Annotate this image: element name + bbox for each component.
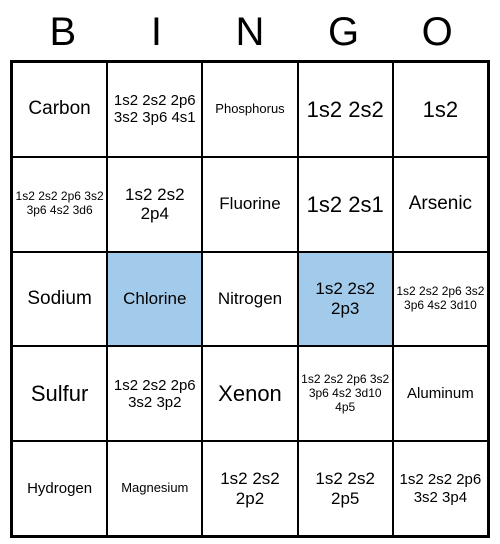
header-letter-n: N [203, 10, 297, 55]
bingo-cell-text: Fluorine [219, 194, 280, 214]
bingo-cell[interactable]: 1s2 2s2 2p2 [202, 441, 297, 536]
bingo-cell[interactable]: 1s2 2s2 2p6 3s2 3p6 4s2 3d10 [393, 252, 488, 347]
header-letter-g: G [297, 10, 391, 55]
bingo-cell-text: Carbon [28, 98, 90, 120]
bingo-cell-text: Sodium [27, 288, 91, 310]
bingo-cell[interactable]: 1s2 2s2 2p6 3s2 3p6 4s2 3d10 4p5 [298, 346, 393, 441]
header-letter-o: O [390, 10, 484, 55]
bingo-cell[interactable]: 1s2 2s2 2p4 [107, 157, 202, 252]
bingo-cell-text: 1s2 2s2 2p6 3s2 3p6 4s2 3d6 [15, 190, 104, 218]
bingo-cell[interactable]: Aluminum [393, 346, 488, 441]
bingo-cell[interactable]: Chlorine [107, 252, 202, 347]
bingo-cell[interactable]: 1s2 2s2 2p3 [298, 252, 393, 347]
bingo-cell-text: Aluminum [407, 385, 474, 402]
bingo-cell-text: Magnesium [121, 481, 188, 496]
bingo-card: B I N G O Carbon 1s2 2s2 2p6 3s2 3p6 4s1 P… [10, 0, 490, 538]
bingo-cell-text: 1s2 2s2 2p6 3s2 3p6 4s1 [110, 92, 199, 127]
bingo-cell[interactable]: Xenon [202, 346, 297, 441]
bingo-cell-text: Xenon [218, 381, 282, 406]
bingo-cell[interactable]: Fluorine [202, 157, 297, 252]
bingo-header-row: B I N G O [10, 4, 490, 60]
header-letter-i: I [110, 10, 204, 55]
bingo-cell-text: Arsenic [409, 193, 472, 215]
bingo-cell[interactable]: 1s2 [393, 62, 488, 157]
bingo-cell[interactable]: 1s2 2s2 2p6 3s2 3p2 [107, 346, 202, 441]
bingo-cell-text: 1s2 2s2 2p6 3s2 3p4 [396, 471, 485, 506]
bingo-cell-text: 1s2 2s2 2p3 [301, 279, 390, 318]
bingo-cell[interactable]: 1s2 2s2 2p6 3s2 3p4 [393, 441, 488, 536]
bingo-cell[interactable]: Arsenic [393, 157, 488, 252]
bingo-cell[interactable]: 1s2 2s2 [298, 62, 393, 157]
bingo-cell-text: 1s2 2s2 2p6 3s2 3p2 [110, 377, 199, 412]
bingo-cell-text: 1s2 2s2 2p5 [301, 469, 390, 508]
bingo-cell-text: Phosphorus [215, 102, 284, 117]
bingo-grid: Carbon 1s2 2s2 2p6 3s2 3p6 4s1 Phosphorus 1… [10, 60, 490, 538]
header-letter-b: B [16, 10, 110, 55]
bingo-cell[interactable]: Carbon [12, 62, 107, 157]
bingo-cell-text: Nitrogen [218, 289, 282, 309]
bingo-cell[interactable]: 1s2 2s2 2p6 3s2 3p6 4s1 [107, 62, 202, 157]
bingo-cell[interactable]: Nitrogen [202, 252, 297, 347]
bingo-cell-text: Chlorine [123, 289, 186, 309]
bingo-cell[interactable]: 1s2 2s2 2p6 3s2 3p6 4s2 3d6 [12, 157, 107, 252]
bingo-cell-text: 1s2 [423, 97, 458, 122]
bingo-cell-text: 1s2 2s2 2p2 [205, 469, 294, 508]
bingo-cell-text: 1s2 2s2 2p6 3s2 3p6 4s2 3d10 4p5 [301, 373, 390, 414]
bingo-cell[interactable]: 1s2 2s2 2p5 [298, 441, 393, 536]
bingo-cell[interactable]: Magnesium [107, 441, 202, 536]
bingo-cell[interactable]: Phosphorus [202, 62, 297, 157]
bingo-cell[interactable]: Hydrogen [12, 441, 107, 536]
bingo-cell-text: Hydrogen [27, 480, 92, 497]
bingo-cell-text: Sulfur [31, 381, 88, 406]
bingo-cell-text: 1s2 2s2 2p6 3s2 3p6 4s2 3d10 [396, 285, 485, 313]
bingo-cell[interactable]: 1s2 2s1 [298, 157, 393, 252]
bingo-cell-text: 1s2 2s2 [307, 97, 384, 122]
bingo-cell[interactable]: Sulfur [12, 346, 107, 441]
bingo-cell-text: 1s2 2s2 2p4 [110, 185, 199, 224]
bingo-cell[interactable]: Sodium [12, 252, 107, 347]
bingo-cell-text: 1s2 2s1 [307, 192, 384, 217]
